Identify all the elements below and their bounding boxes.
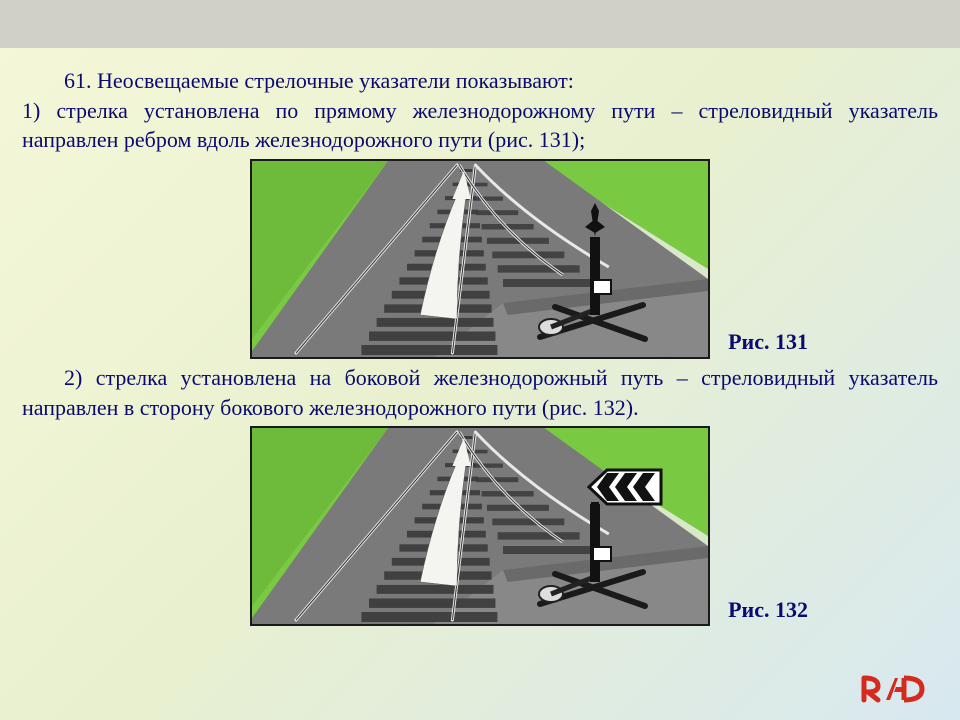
section-title: 61. Неосвещаемые стрелочные указатели по… (22, 66, 938, 96)
top-bar (0, 0, 960, 48)
figure-131-svg (250, 159, 710, 359)
figure-131-caption: Рис. 131 (728, 327, 808, 357)
item-2-text: 2) стрелка установлена на боковой железн… (22, 363, 938, 422)
figure-132-caption: Рис. 132 (728, 595, 808, 625)
content: 61. Неосвещаемые стрелочные указатели по… (0, 48, 960, 626)
figure-131: Рис. 131 (22, 159, 938, 359)
rzd-logo-icon (860, 672, 930, 706)
figure-132: Рис. 132 (22, 426, 938, 626)
item-1-text: 1) стрелка установлена по прямому железн… (22, 96, 938, 155)
figure-132-svg (250, 426, 710, 626)
